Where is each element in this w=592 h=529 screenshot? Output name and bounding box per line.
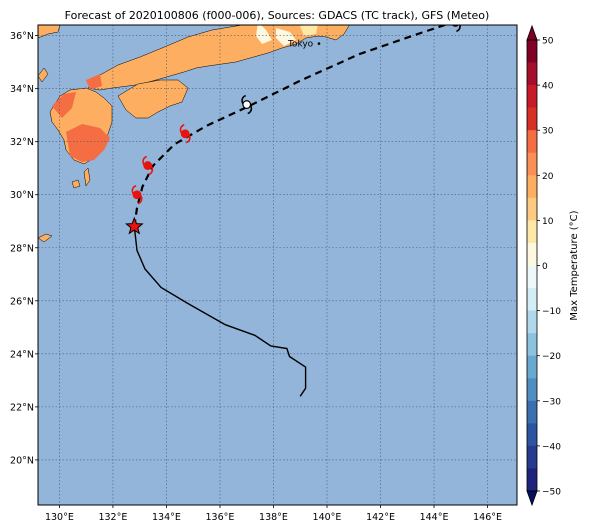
- chugoku-warm-zone: [86, 74, 102, 90]
- colorbar-tick-label: 40: [542, 82, 554, 92]
- longitude-tick-label: 134°E: [152, 512, 181, 523]
- longitude-tick-label: 136°E: [206, 512, 235, 523]
- kyushu-warm-zone: [66, 124, 110, 162]
- latitude-axis: 20°N 22°N 24°N 26°N 28°N 30°N 32°N 34°N 36°N: [10, 31, 38, 466]
- colorbar-band: [527, 242, 537, 266]
- colorbar-band: [527, 445, 537, 469]
- colorbar-tick-label: −30: [542, 397, 561, 407]
- shikoku-landmass: [117, 79, 189, 119]
- alps-cool-zone: [256, 25, 272, 44]
- longitude-tick-label: 146°E: [473, 512, 502, 523]
- tsushima-island: [38, 67, 49, 83]
- colorbar-band: [527, 355, 537, 379]
- colorbar-over-arrow: [526, 24, 538, 41]
- colorbar-tick-label: −10: [542, 307, 561, 317]
- longitude-tick-label: 142°E: [366, 512, 395, 523]
- latitude-tick-label: 26°N: [10, 296, 34, 307]
- colorbar-band: [527, 378, 537, 402]
- colorbar-band: [527, 85, 537, 108]
- colorbar: 50 40 30 20 10 0 −10 −20 −30 −40 −50 Max Temperatu…: [526, 24, 580, 507]
- colorbar-tick-label: 30: [542, 127, 554, 137]
- colorbar-tick-label: −40: [542, 442, 561, 452]
- latitude-tick-label: 36°N: [10, 31, 34, 42]
- cyclone-icon: [241, 94, 253, 115]
- colorbar-band: [527, 265, 537, 289]
- yakushima-island: [71, 179, 81, 189]
- colorbar-ticks: 50 40 30 20 10 0 −10 −20 −30 −40 −50: [537, 37, 561, 498]
- colorbar-bands: [527, 40, 537, 492]
- map-panel[interactable]: Tokyo: [37, 13, 518, 506]
- korea-coast: [38, 25, 61, 39]
- colorbar-band: [527, 400, 537, 424]
- colorbar-tick-label: 20: [542, 172, 554, 182]
- latitude-tick-label: 24°N: [10, 349, 34, 360]
- colorbar-band: [527, 107, 537, 131]
- cyclone-icon: [131, 184, 143, 205]
- ocean-background: [38, 25, 517, 505]
- colorbar-band: [527, 175, 537, 199]
- land-layer: [38, 25, 350, 243]
- amami-island: [38, 233, 53, 243]
- latitude-tick-label: 34°N: [10, 84, 34, 95]
- past-track-line: [133, 226, 307, 397]
- colorbar-band: [527, 40, 537, 63]
- colorbar-band: [527, 288, 537, 311]
- cyclone-eye-icon: [180, 129, 190, 139]
- city-marker: Tokyo: [287, 40, 321, 50]
- map-gridlines: [38, 25, 517, 505]
- longitude-tick-label: 140°E: [313, 512, 342, 523]
- longitude-tick-label: 132°E: [98, 512, 127, 523]
- latitude-tick-label: 28°N: [10, 243, 34, 254]
- cyclone-eye-icon: [242, 100, 252, 109]
- kanto-cool-zone: [300, 25, 318, 36]
- latitude-tick-label: 32°N: [10, 137, 34, 148]
- latitude-tick-label: 22°N: [10, 402, 34, 413]
- colorbar-band: [527, 220, 537, 244]
- latitude-tick-label: 30°N: [10, 190, 34, 201]
- longitude-tick-label: 130°E: [45, 512, 74, 523]
- latitude-tick-label: 20°N: [10, 455, 34, 466]
- colorbar-tick-label: 10: [542, 217, 554, 227]
- colorbar-tick-label: −20: [542, 352, 561, 362]
- forecast-cyclone-symbols: [131, 25, 461, 205]
- colorbar-tick-label: 0: [542, 262, 548, 272]
- colorbar-label: Max Temperature (°C): [569, 210, 580, 320]
- cyclone-arm-icon: [456, 25, 461, 33]
- cyclone-icon: [142, 155, 154, 176]
- cyclone-eye-icon: [143, 161, 153, 170]
- city-label: Tokyo: [287, 40, 314, 50]
- tokyo-dot: [317, 42, 321, 45]
- cyclone-eye-icon: [132, 190, 142, 200]
- cyclone-icon: [179, 123, 191, 144]
- colorbar-band: [527, 468, 537, 492]
- colorbar-band: [527, 62, 537, 86]
- alps-cool-zone-2: [276, 28, 296, 46]
- figure-title: Forecast of 2020100806 (f000-006), Sourc…: [65, 9, 490, 22]
- colorbar-band: [527, 197, 537, 221]
- star-icon: [124, 216, 144, 235]
- colorbar-band: [527, 423, 537, 447]
- tanegashima-island: [83, 167, 91, 187]
- colorbar-tick-label: 50: [542, 37, 554, 47]
- tc-track: [124, 25, 461, 397]
- map-frame: [37, 24, 518, 506]
- longitude-axis: 130°E 132°E 134°E 136°E 138°E 140°E 142°E 144°E…: [45, 505, 502, 523]
- colorbar-tick-label: −50: [542, 488, 561, 498]
- longitude-tick-label: 144°E: [420, 512, 449, 523]
- colorbar-band: [527, 333, 537, 356]
- colorbar-band: [527, 130, 537, 154]
- kyushu-west-warm-zone: [52, 92, 76, 118]
- colorbar-under-arrow: [526, 490, 538, 507]
- colorbar-band: [527, 310, 537, 334]
- colorbar-band: [527, 152, 537, 176]
- longitude-tick-label: 138°E: [259, 512, 288, 523]
